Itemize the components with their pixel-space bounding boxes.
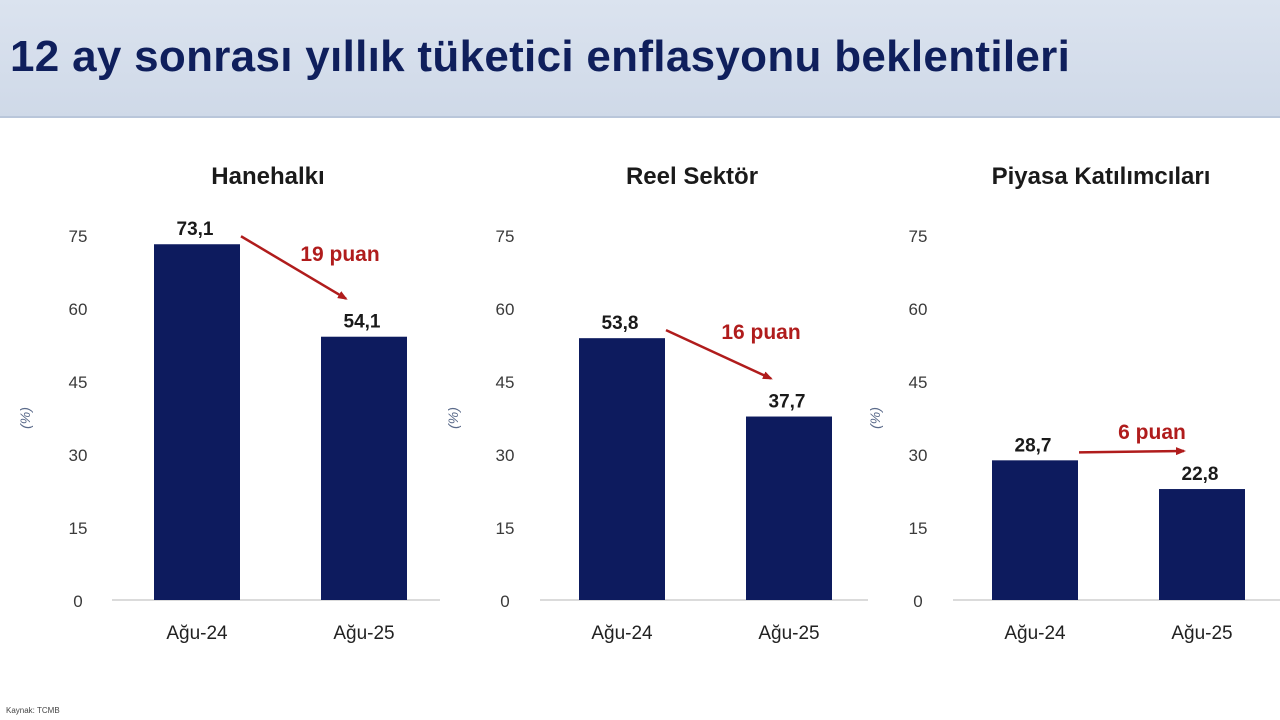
bar <box>154 244 240 600</box>
data-label: 54,1 <box>344 312 381 333</box>
bar <box>1159 489 1245 600</box>
source-note: Kaynak: TCMB <box>6 706 60 715</box>
y-tick-label: 15 <box>69 519 88 538</box>
page-title: 12 ay sonrası yıllık tüketici enflasyonu… <box>10 32 1071 81</box>
y-tick-label: 45 <box>909 373 928 392</box>
x-tick-label: Ağu-24 <box>1004 623 1066 644</box>
change-annotation: 16 puan <box>721 321 800 344</box>
change-arrow <box>240 235 348 300</box>
y-axis-label: (%) <box>17 407 33 429</box>
y-tick-label: 0 <box>73 592 82 611</box>
y-tick-label: 75 <box>69 227 88 246</box>
data-label: 37,7 <box>769 392 806 413</box>
y-tick-label: 60 <box>69 300 88 319</box>
x-tick-label: Ağu-25 <box>758 623 819 644</box>
bar <box>746 416 832 600</box>
x-tick-label: Ağu-24 <box>591 623 653 644</box>
y-tick-label: 45 <box>496 373 515 392</box>
header-banner: 12 ay sonrası yıllık tüketici enflasyonu… <box>0 0 1280 118</box>
y-tick-label: 30 <box>69 446 88 465</box>
y-tick-label: 60 <box>496 300 515 319</box>
change-arrow <box>1078 447 1186 456</box>
bar <box>579 338 665 600</box>
y-axis-label: (%) <box>445 407 461 429</box>
y-tick-label: 60 <box>909 300 928 319</box>
panel-title: Reel Sektör <box>626 163 758 190</box>
y-axis-label: (%) <box>867 407 883 429</box>
y-tick-label: 75 <box>496 227 515 246</box>
data-label: 73,1 <box>177 219 214 240</box>
y-tick-label: 30 <box>496 446 515 465</box>
change-arrow <box>665 329 773 380</box>
y-tick-label: 75 <box>909 227 928 246</box>
x-tick-label: Ağu-25 <box>1171 623 1232 644</box>
y-tick-label: 0 <box>913 592 922 611</box>
bar <box>321 336 407 600</box>
data-label: 28,7 <box>1015 435 1052 456</box>
panel-title: Piyasa Katılımcıları <box>992 163 1211 190</box>
data-label: 22,8 <box>1182 464 1219 485</box>
x-tick-label: Ağu-24 <box>166 623 228 644</box>
data-label: 53,8 <box>602 313 639 334</box>
x-tick-label: Ağu-25 <box>333 623 394 644</box>
y-tick-label: 0 <box>500 592 509 611</box>
y-tick-label: 15 <box>909 519 928 538</box>
panel-title: Hanehalkı <box>211 163 324 190</box>
bar <box>992 460 1078 600</box>
y-tick-label: 30 <box>909 446 928 465</box>
y-tick-label: 15 <box>496 519 515 538</box>
change-annotation: 6 puan <box>1118 421 1186 444</box>
change-annotation: 19 puan <box>300 243 379 266</box>
y-tick-label: 45 <box>69 373 88 392</box>
